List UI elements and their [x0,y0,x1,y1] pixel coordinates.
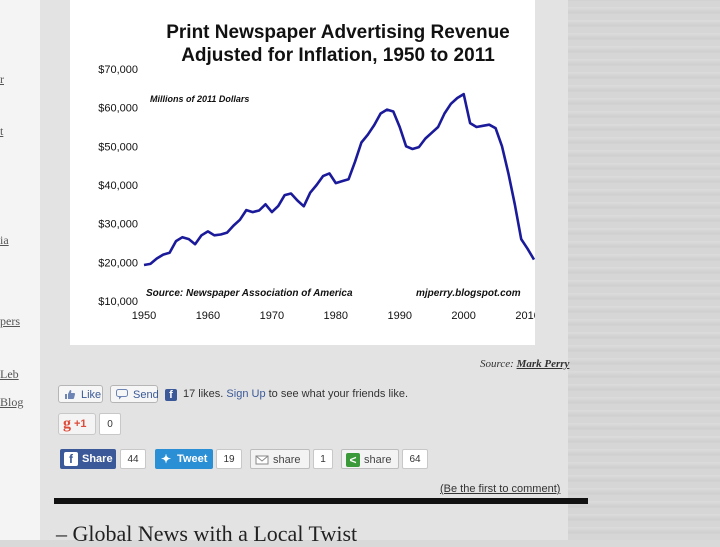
sharethis-count: 64 [402,449,428,469]
facebook-like-button[interactable]: Like [58,385,103,403]
x-tick-label: 1950 [132,310,156,322]
sidebar-link-fragment[interactable]: Leb [0,367,19,381]
y-tick-label: $70,000 [98,64,138,76]
sidebar-link-fragment[interactable]: pers [0,314,20,328]
y-tick-label: $60,000 [98,103,138,115]
y-tick-label: $50,000 [98,141,138,153]
x-tick-label: 1980 [324,310,348,322]
y-tick-label: $20,000 [98,257,138,269]
x-tick-label: 1960 [196,310,220,322]
tweet-button[interactable]: ✦ Tweet [155,449,213,469]
facebook-share-count: 44 [120,449,146,469]
google-plus-icon: g [63,415,71,432]
sidebar-link-fragment[interactable]: Blog [0,395,24,409]
next-section-title: – Global News with a Local Twist [56,521,358,546]
left-sidebar: r t ia pers Leb Blog [0,0,40,540]
sharethis-icon: < [346,453,360,467]
y-tick-label: $30,000 [98,219,138,231]
x-tick-label: 1970 [260,310,284,322]
x-tick-label: 1990 [387,310,411,322]
email-share-button[interactable]: share [250,449,310,469]
plot-area [144,69,534,301]
sidebar-link-fragment[interactable]: ia [0,233,9,247]
facebook-send-button[interactable]: Send [110,385,159,403]
facebook-like-summary: 17 likes. Sign Up to see what your frien… [183,388,409,400]
y-tick-label: $10,000 [98,296,138,308]
twitter-bird-icon: ✦ [160,452,172,466]
google-plus-one-button[interactable]: g +1 [58,413,96,435]
thumbs-up-icon [65,390,76,399]
email-share-count: 1 [313,449,333,469]
chart-title-line1: Print Newspaper Advertising Revenue [166,22,510,43]
envelope-icon [255,455,269,465]
units-label: Millions of 2011 Dollars [150,94,249,104]
sidebar-link-fragment[interactable]: t [0,124,4,138]
section-divider [54,498,588,504]
signup-link[interactable]: Sign Up [226,388,266,400]
facebook-icon: f [165,389,177,401]
series-line [143,92,536,267]
x-tick-label: 2000 [451,310,475,322]
sharethis-button[interactable]: < share [341,449,399,469]
facebook-share-button[interactable]: f Share [60,449,116,469]
sidebar-link-fragment[interactable]: r [0,72,4,86]
tweet-count: 19 [216,449,242,469]
y-tick-label: $40,000 [98,180,138,192]
google-plus-count: 0 [99,413,121,435]
chart-inner-source: Source: Newspaper Association of America [146,288,353,299]
revenue-line-chart: Print Newspaper Advertising Revenue Adju… [98,22,540,322]
chart-figure: Print Newspaper Advertising Revenue Adju… [70,0,540,345]
source-link[interactable]: Mark Perry [516,358,570,370]
chart-watermark: mjperry.blogspot.com [416,288,521,299]
first-comment-link[interactable]: (Be the first to comment) [440,483,561,495]
source-caption: Source: Mark Perry [480,358,570,370]
chart-title-line2: Adjusted for Inflation, 1950 to 2011 [181,45,495,66]
x-tick-label: 2010 [515,310,535,322]
speech-bubble-icon [116,389,128,400]
facebook-icon: f [64,452,78,466]
